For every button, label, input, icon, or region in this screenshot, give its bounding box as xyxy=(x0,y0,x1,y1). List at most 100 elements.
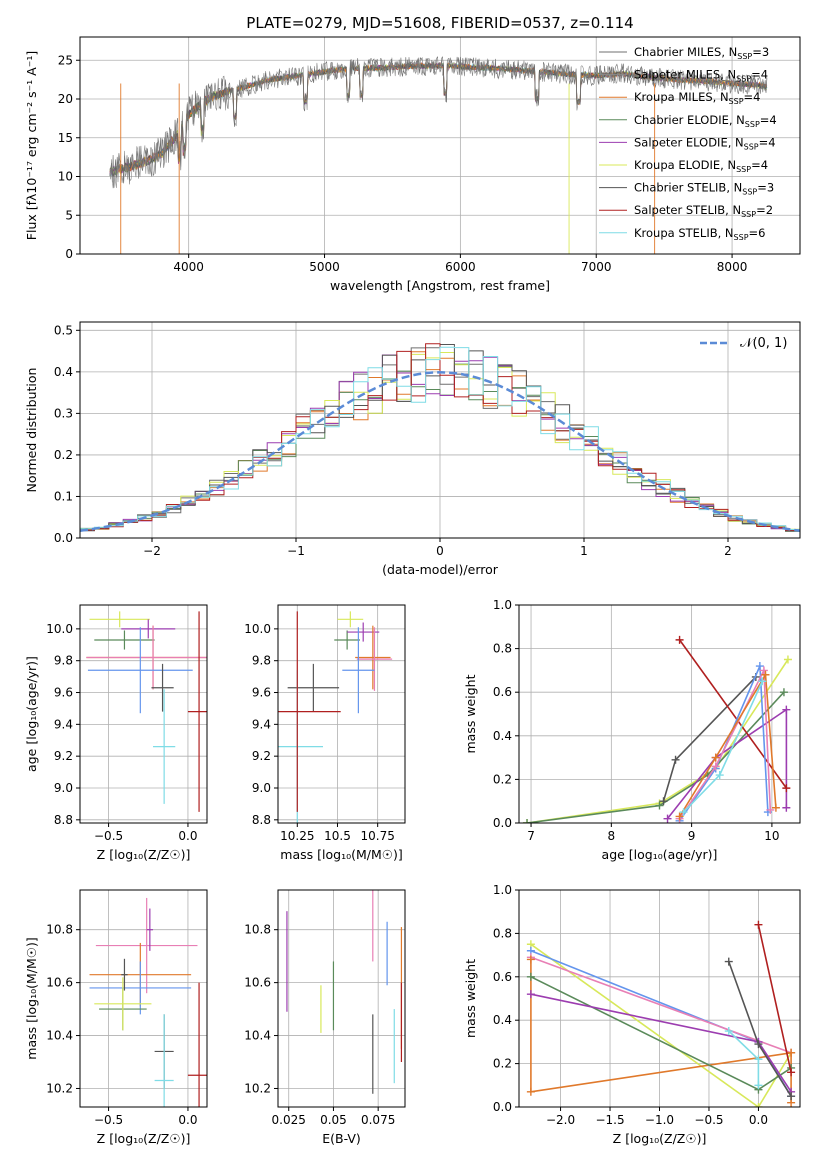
y-tick-label: 0.4 xyxy=(493,729,512,743)
x-tick-label: −2.0 xyxy=(546,1113,575,1127)
plot-area xyxy=(526,920,796,1107)
x-tick-label: 5000 xyxy=(309,260,340,274)
x-axis-label: Z [log₁₀(Z/Z☉)] xyxy=(613,1131,707,1146)
legend-suffix: =3 xyxy=(752,45,769,59)
legend-entry: Chabrier ELODIE, NSSP=4 xyxy=(634,113,777,129)
y-tick-label: 9.2 xyxy=(54,749,73,763)
weight-line xyxy=(678,672,777,817)
legend-text: Salpeter MILES, N xyxy=(634,68,736,82)
weight-marker xyxy=(526,972,535,981)
legend-suffix: =3 xyxy=(757,181,774,195)
x-tick-label: −1.0 xyxy=(645,1113,674,1127)
y-axis-label: mass weight xyxy=(463,959,478,1038)
legend-text: Salpeter STELIB, N xyxy=(634,203,741,217)
histogram-kroupa-stelib xyxy=(80,346,800,530)
x-tick-label: 7000 xyxy=(581,260,612,274)
x-axis-label: E(B-V) xyxy=(322,1131,361,1146)
x-tick-label: 7 xyxy=(527,829,535,843)
y-tick-label: 9.0 xyxy=(54,781,73,795)
y-tick-label: 10.6 xyxy=(244,976,271,990)
y-tick-label: 20 xyxy=(58,92,73,106)
legend-subscript: SSP xyxy=(729,97,744,106)
x-axis-label: (data-model)/error xyxy=(382,562,499,577)
x-tick-label: −1 xyxy=(287,544,305,558)
chart-6: −0.5 0.0 10.2 10.4 10.6 10.8 Z [log₁₀(Z/Z☉)] ma… xyxy=(24,889,208,1146)
figure-title: PLATE=0279, MJD=51608, FIBERID=0537, z=0… xyxy=(246,14,633,32)
chart-7: 0.025 0.05 0.075 10.2 10.4 10.6 10.8 E(B-V) xyxy=(244,889,406,1146)
legend-entry: Kroupa ELODIE, NSSP=4 xyxy=(634,158,768,174)
legend-suffix: =4 xyxy=(751,68,768,82)
x-axis-label: mass [log₁₀(M/M☉)] xyxy=(280,847,402,862)
weight-marker xyxy=(759,666,768,675)
weight-line xyxy=(526,691,785,823)
weight-marker xyxy=(761,670,770,679)
y-tick-label: 9.8 xyxy=(54,654,73,668)
weight-marker xyxy=(779,688,788,697)
x-tick-label: 0.0 xyxy=(178,829,197,843)
plot-area xyxy=(80,343,800,532)
plot-area xyxy=(86,611,207,812)
x-tick-label: 4000 xyxy=(173,260,204,274)
y-axis-label: age [log₁₀(age/yr)] xyxy=(24,656,39,772)
y-tick-label: 0.2 xyxy=(54,448,73,462)
legend-subscript: SSP xyxy=(736,165,751,174)
weight-marker xyxy=(754,1055,763,1064)
weight-marker xyxy=(755,662,764,671)
legend-text: Chabrier STELIB, N xyxy=(634,181,742,195)
gridlines xyxy=(278,605,405,823)
x-tick-label: 1 xyxy=(580,544,588,558)
y-tick-label: 0.4 xyxy=(493,1013,512,1027)
y-tick-label: 10.8 xyxy=(244,923,271,937)
x-axis-label: age [log₁₀(age/yr)] xyxy=(602,847,718,862)
weight-marker xyxy=(787,1068,796,1077)
axes-frame xyxy=(79,321,801,539)
weight-marker xyxy=(526,990,535,999)
weight-marker xyxy=(782,784,791,793)
axes-frame xyxy=(518,889,801,1108)
weight-marker xyxy=(655,801,664,810)
weight-marker xyxy=(758,677,767,686)
y-tick-label: 10.6 xyxy=(46,976,73,990)
plot-area xyxy=(523,635,792,823)
legend-text: Kroupa STELIB, N xyxy=(634,226,734,240)
y-tick-label: 10.0 xyxy=(46,622,73,636)
x-tick-label: −0.5 xyxy=(94,829,123,843)
y-tick-label: 9.8 xyxy=(252,654,271,668)
legend-suffix: =6 xyxy=(749,226,766,240)
y-tick-label: 0.2 xyxy=(493,772,512,786)
weight-marker xyxy=(787,1048,796,1057)
y-tick-label: 5 xyxy=(65,208,73,222)
chart-4: 10.25 10.5 10.75 8.8 9.0 9.2 9.4 9.6 9.8 10.0 mass… xyxy=(244,604,406,862)
legend-suffix: =2 xyxy=(756,203,773,217)
y-tick-label: 0.0 xyxy=(493,1100,512,1114)
y-tick-label: 10.4 xyxy=(46,1029,73,1043)
y-tick-label: 0.1 xyxy=(54,489,73,503)
legend-subscript: SSP xyxy=(741,210,756,219)
legend-entry: Chabrier MILES, NSSP=3 xyxy=(634,45,769,61)
chart-8: −2.0 −1.5 −1.0 −0.5 0.0 0.0 0.2 0.4 0.6 0.8 1.0 Z [… xyxy=(463,883,801,1146)
legend-subscript: SSP xyxy=(734,233,749,242)
x-tick-label: 10.5 xyxy=(324,829,351,843)
y-tick-label: 0 xyxy=(65,247,73,261)
weight-marker xyxy=(526,1087,535,1096)
y-tick-label: 25 xyxy=(58,53,73,67)
legend-subscript: SSP xyxy=(737,52,752,61)
legend-entry: Salpeter ELODIE, NSSP=4 xyxy=(634,135,776,151)
weight-line xyxy=(530,959,792,1103)
plot-area xyxy=(109,56,768,254)
y-tick-label: 1.0 xyxy=(493,598,512,612)
chart-5: 7 8 9 10 0.0 0.2 0.4 0.6 0.8 1.0 age [log₁₀(age/yr… xyxy=(463,598,801,862)
x-axis-label: Z [log₁₀(Z/Z☉)] xyxy=(97,847,191,862)
y-tick-label: 10.2 xyxy=(46,1081,73,1095)
y-tick-label: 8.8 xyxy=(252,813,271,827)
weight-line xyxy=(530,943,792,1107)
y-tick-label: 10.8 xyxy=(46,923,73,937)
weight-marker xyxy=(754,1081,763,1090)
gridlines xyxy=(80,890,207,1107)
y-tick-label: 0.5 xyxy=(54,323,73,337)
y-axis-label: Flux [fλ10⁻¹⁷ erg cm⁻² s⁻¹ A⁻¹] xyxy=(24,51,39,240)
weight-marker xyxy=(679,808,688,817)
y-tick-label: 9.0 xyxy=(252,781,271,795)
x-tick-label: 0.0 xyxy=(178,1113,197,1127)
weight-marker xyxy=(783,655,792,664)
